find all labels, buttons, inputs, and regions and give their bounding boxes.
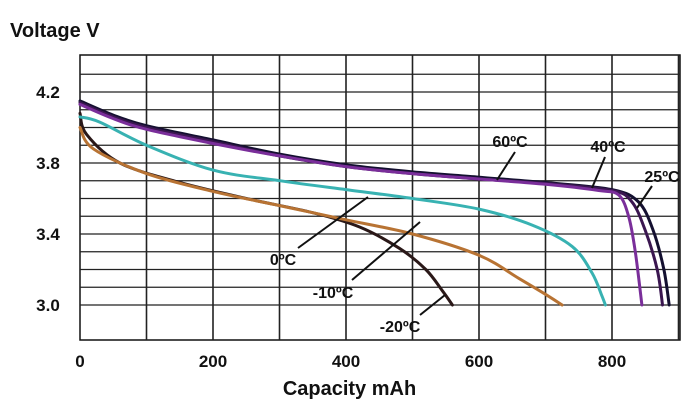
x-tick-label: 600: [465, 352, 493, 371]
annotation-leader-line: [496, 151, 516, 181]
annotation-label: 60ºC: [492, 134, 528, 151]
x-tick-label: 800: [598, 352, 626, 371]
series-line-0c: [78, 115, 607, 307]
series-line-60c: [78, 102, 644, 307]
annotation-leader-line: [351, 221, 421, 281]
annotation-label: 25ºC: [644, 169, 680, 186]
annotation-leader-line: [591, 156, 606, 189]
y-axis-label: Voltage V: [10, 20, 100, 42]
y-tick-label: 3.0: [36, 296, 60, 315]
series-line-25c: [78, 99, 671, 307]
y-tick-label: 4.2: [36, 83, 60, 102]
x-tick-label: 200: [199, 352, 227, 371]
x-tick-label: 400: [332, 352, 360, 371]
annotation-leader-line: [297, 196, 369, 249]
y-tick-label: 3.8: [36, 154, 60, 173]
plot-area: [79, 54, 681, 341]
y-tick-label: 3.4: [36, 225, 60, 244]
annotation-label: -20ºC: [380, 319, 421, 336]
x-axis-label: Capacity mAh: [282, 378, 417, 400]
annotation-leader-line: [419, 294, 446, 316]
x-tick-label: 0: [75, 352, 84, 371]
annotation-label: 0ºC: [270, 252, 297, 269]
annotation-label: -10ºC: [313, 285, 354, 302]
series-line-minus10c: [78, 126, 564, 307]
annotation-leader-line: [636, 185, 653, 209]
annotation-label: 40ºC: [590, 139, 626, 156]
